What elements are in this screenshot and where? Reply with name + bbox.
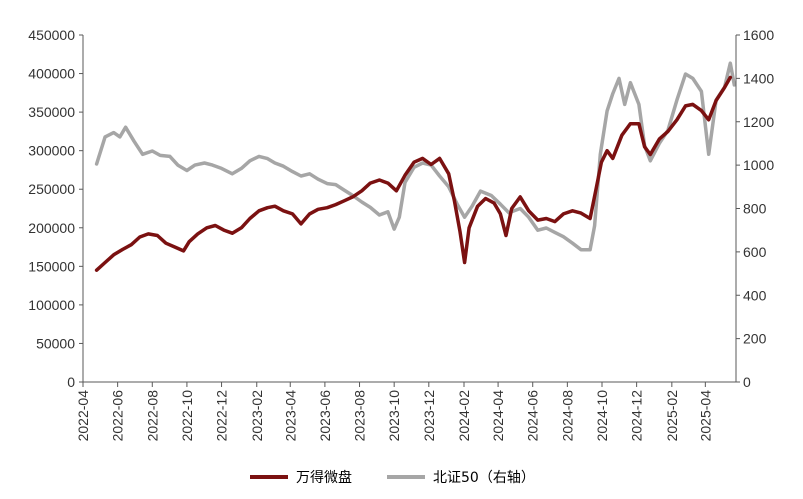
series-line-wind-microcap: [94, 75, 733, 272]
x-tick-label: 2023-08: [352, 390, 368, 442]
left-tick-label: 400000: [28, 66, 75, 82]
right-tick-label: 1000: [743, 157, 774, 173]
x-tick-label: 2025-02: [664, 390, 680, 442]
right-y-axis: 0 200 400 600 800 1000 1200 1400 1600: [735, 27, 774, 390]
x-tick-label: 2024-12: [629, 390, 645, 442]
x-tick-label: 2023-12: [421, 390, 437, 442]
left-tick-label: 200000: [28, 220, 75, 236]
right-tick-label: 800: [743, 201, 767, 217]
x-axis: 2022-04 2022-06 2022-08 2022-10 2022-12 2023-…: [75, 381, 736, 442]
legend: 万得微盘 北证50（右轴）: [250, 469, 535, 486]
left-tick-label: 100000: [28, 297, 75, 313]
x-tick-label: 2025-04: [697, 390, 713, 442]
x-tick-label: 2024-06: [525, 390, 541, 442]
right-tick-label: 1600: [743, 27, 774, 43]
legend-label: 北证50（右轴）: [433, 470, 535, 486]
x-tick-label: 2023-04: [282, 390, 298, 442]
plot-area: [94, 61, 737, 272]
left-y-axis: 0 50000 100000 150000 200000 250000 300000 3500…: [28, 27, 84, 390]
legend-item-bse50: 北证50（右轴）: [387, 470, 535, 486]
x-tick-label: 2024-08: [559, 390, 575, 442]
x-tick-label: 2022-04: [75, 390, 91, 442]
right-tick-label: 600: [743, 244, 767, 260]
x-tick-label: 2022-08: [144, 390, 160, 442]
x-tick-label: 2024-10: [594, 390, 610, 442]
right-tick-label: 1200: [743, 114, 774, 130]
legend-label: 万得微盘: [296, 469, 352, 486]
left-tick-label: 350000: [28, 104, 75, 120]
left-tick-label: 300000: [28, 143, 75, 159]
left-tick-label: 0: [67, 374, 75, 390]
x-tick-label: 2024-02: [456, 390, 472, 442]
left-tick-label: 150000: [28, 258, 75, 274]
left-tick-label: 450000: [28, 27, 75, 43]
right-tick-label: 0: [743, 374, 751, 390]
x-tick-label: 2024-04: [490, 390, 506, 442]
series-line-bse50: [94, 61, 737, 252]
right-tick-label: 1400: [743, 70, 774, 86]
x-tick-label: 2022-06: [110, 390, 126, 442]
x-tick-label: 2022-12: [214, 390, 230, 442]
x-tick-label: 2022-10: [179, 390, 195, 442]
left-tick-label: 50000: [36, 335, 75, 351]
legend-item-wind-microcap: 万得微盘: [250, 469, 352, 486]
left-tick-label: 250000: [28, 181, 75, 197]
right-tick-label: 400: [743, 287, 767, 303]
x-tick-label: 2023-10: [386, 390, 402, 442]
right-tick-label: 200: [743, 331, 767, 347]
x-tick-label: 2023-06: [317, 390, 333, 442]
x-tick-label: 2023-02: [249, 390, 265, 442]
